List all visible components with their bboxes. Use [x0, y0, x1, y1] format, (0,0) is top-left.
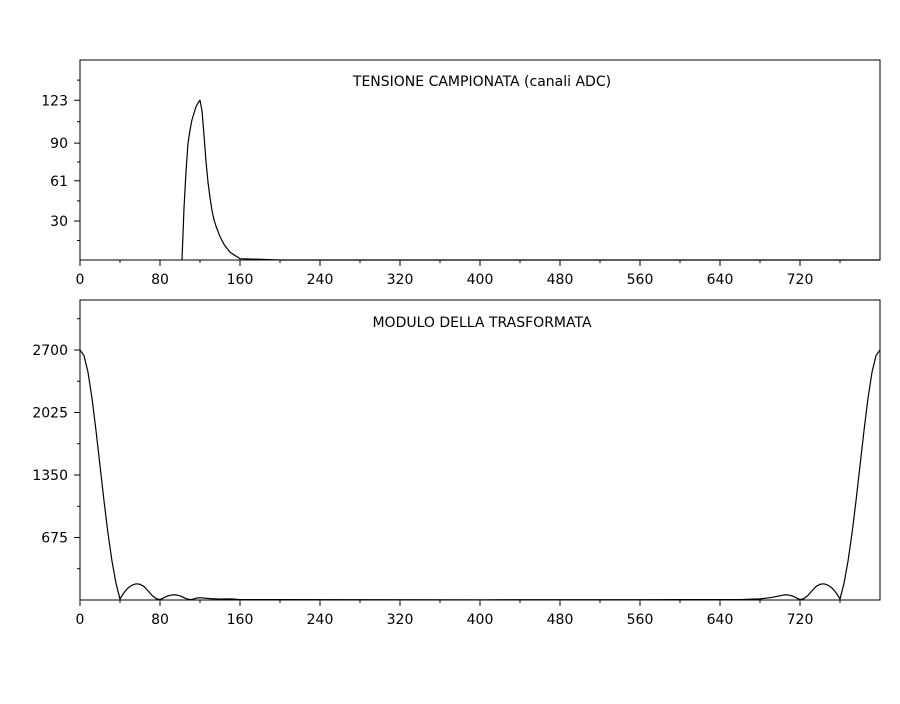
fft-chart-title: MODULO DELLA TRASFORMATA: [372, 315, 591, 331]
voltage-axes-frame: [79, 59, 881, 261]
fft-y-tick-label: 2025: [32, 406, 68, 422]
voltage-panel: TENSIONE CAMPIONATA (canali ADC) 0 80 160 24…: [41, 59, 881, 288]
voltage-x-tick-label: 320: [387, 272, 414, 288]
voltage-x-tick-label: 160: [227, 272, 254, 288]
fft-magnitude-panel: MODULO DELLA TRASFORMATA 0 80 160 240 320 400 4…: [32, 299, 881, 628]
voltage-series-line-tensione: [181, 99, 880, 261]
fft-x-tick-label: 480: [547, 612, 574, 628]
voltage-y-tick-label: 90: [50, 136, 68, 152]
voltage-x-tick-label: 240: [307, 272, 334, 288]
fft-x-tick-label: 560: [627, 612, 654, 628]
voltage-x-tick-label: 640: [707, 272, 734, 288]
fft-x-tick-label: 720: [787, 612, 814, 628]
voltage-x-tick-label: 480: [547, 272, 574, 288]
fft-series-line-modulo: [79, 349, 881, 601]
fft-y-tick-label: 1350: [32, 468, 68, 484]
fft-x-tick-label: 0: [76, 612, 85, 628]
voltage-chart-title: TENSIONE CAMPIONATA (canali ADC): [352, 74, 611, 90]
fft-x-tick-label: 320: [387, 612, 414, 628]
voltage-x-tick-label: 560: [627, 272, 654, 288]
voltage-x-tick-label: 80: [151, 272, 169, 288]
voltage-x-tick-label: 720: [787, 272, 814, 288]
fft-y-tick-label: 675: [41, 531, 68, 547]
fft-y-tick-label: 2700: [32, 343, 68, 359]
voltage-x-tick-label: 0: [76, 272, 85, 288]
voltage-y-tick-label: 61: [50, 174, 68, 190]
voltage-y-tick-label: 30: [50, 214, 68, 230]
fft-x-tick-label: 80: [151, 612, 169, 628]
fft-x-tick-label: 160: [227, 612, 254, 628]
fft-x-tick-label: 640: [707, 612, 734, 628]
fft-x-tick-label: 400: [467, 612, 494, 628]
fft-axes-frame: [79, 299, 881, 601]
fft-x-tick-label: 240: [307, 612, 334, 628]
voltage-y-tick-label: 123: [41, 93, 68, 109]
voltage-x-tick-label: 400: [467, 272, 494, 288]
